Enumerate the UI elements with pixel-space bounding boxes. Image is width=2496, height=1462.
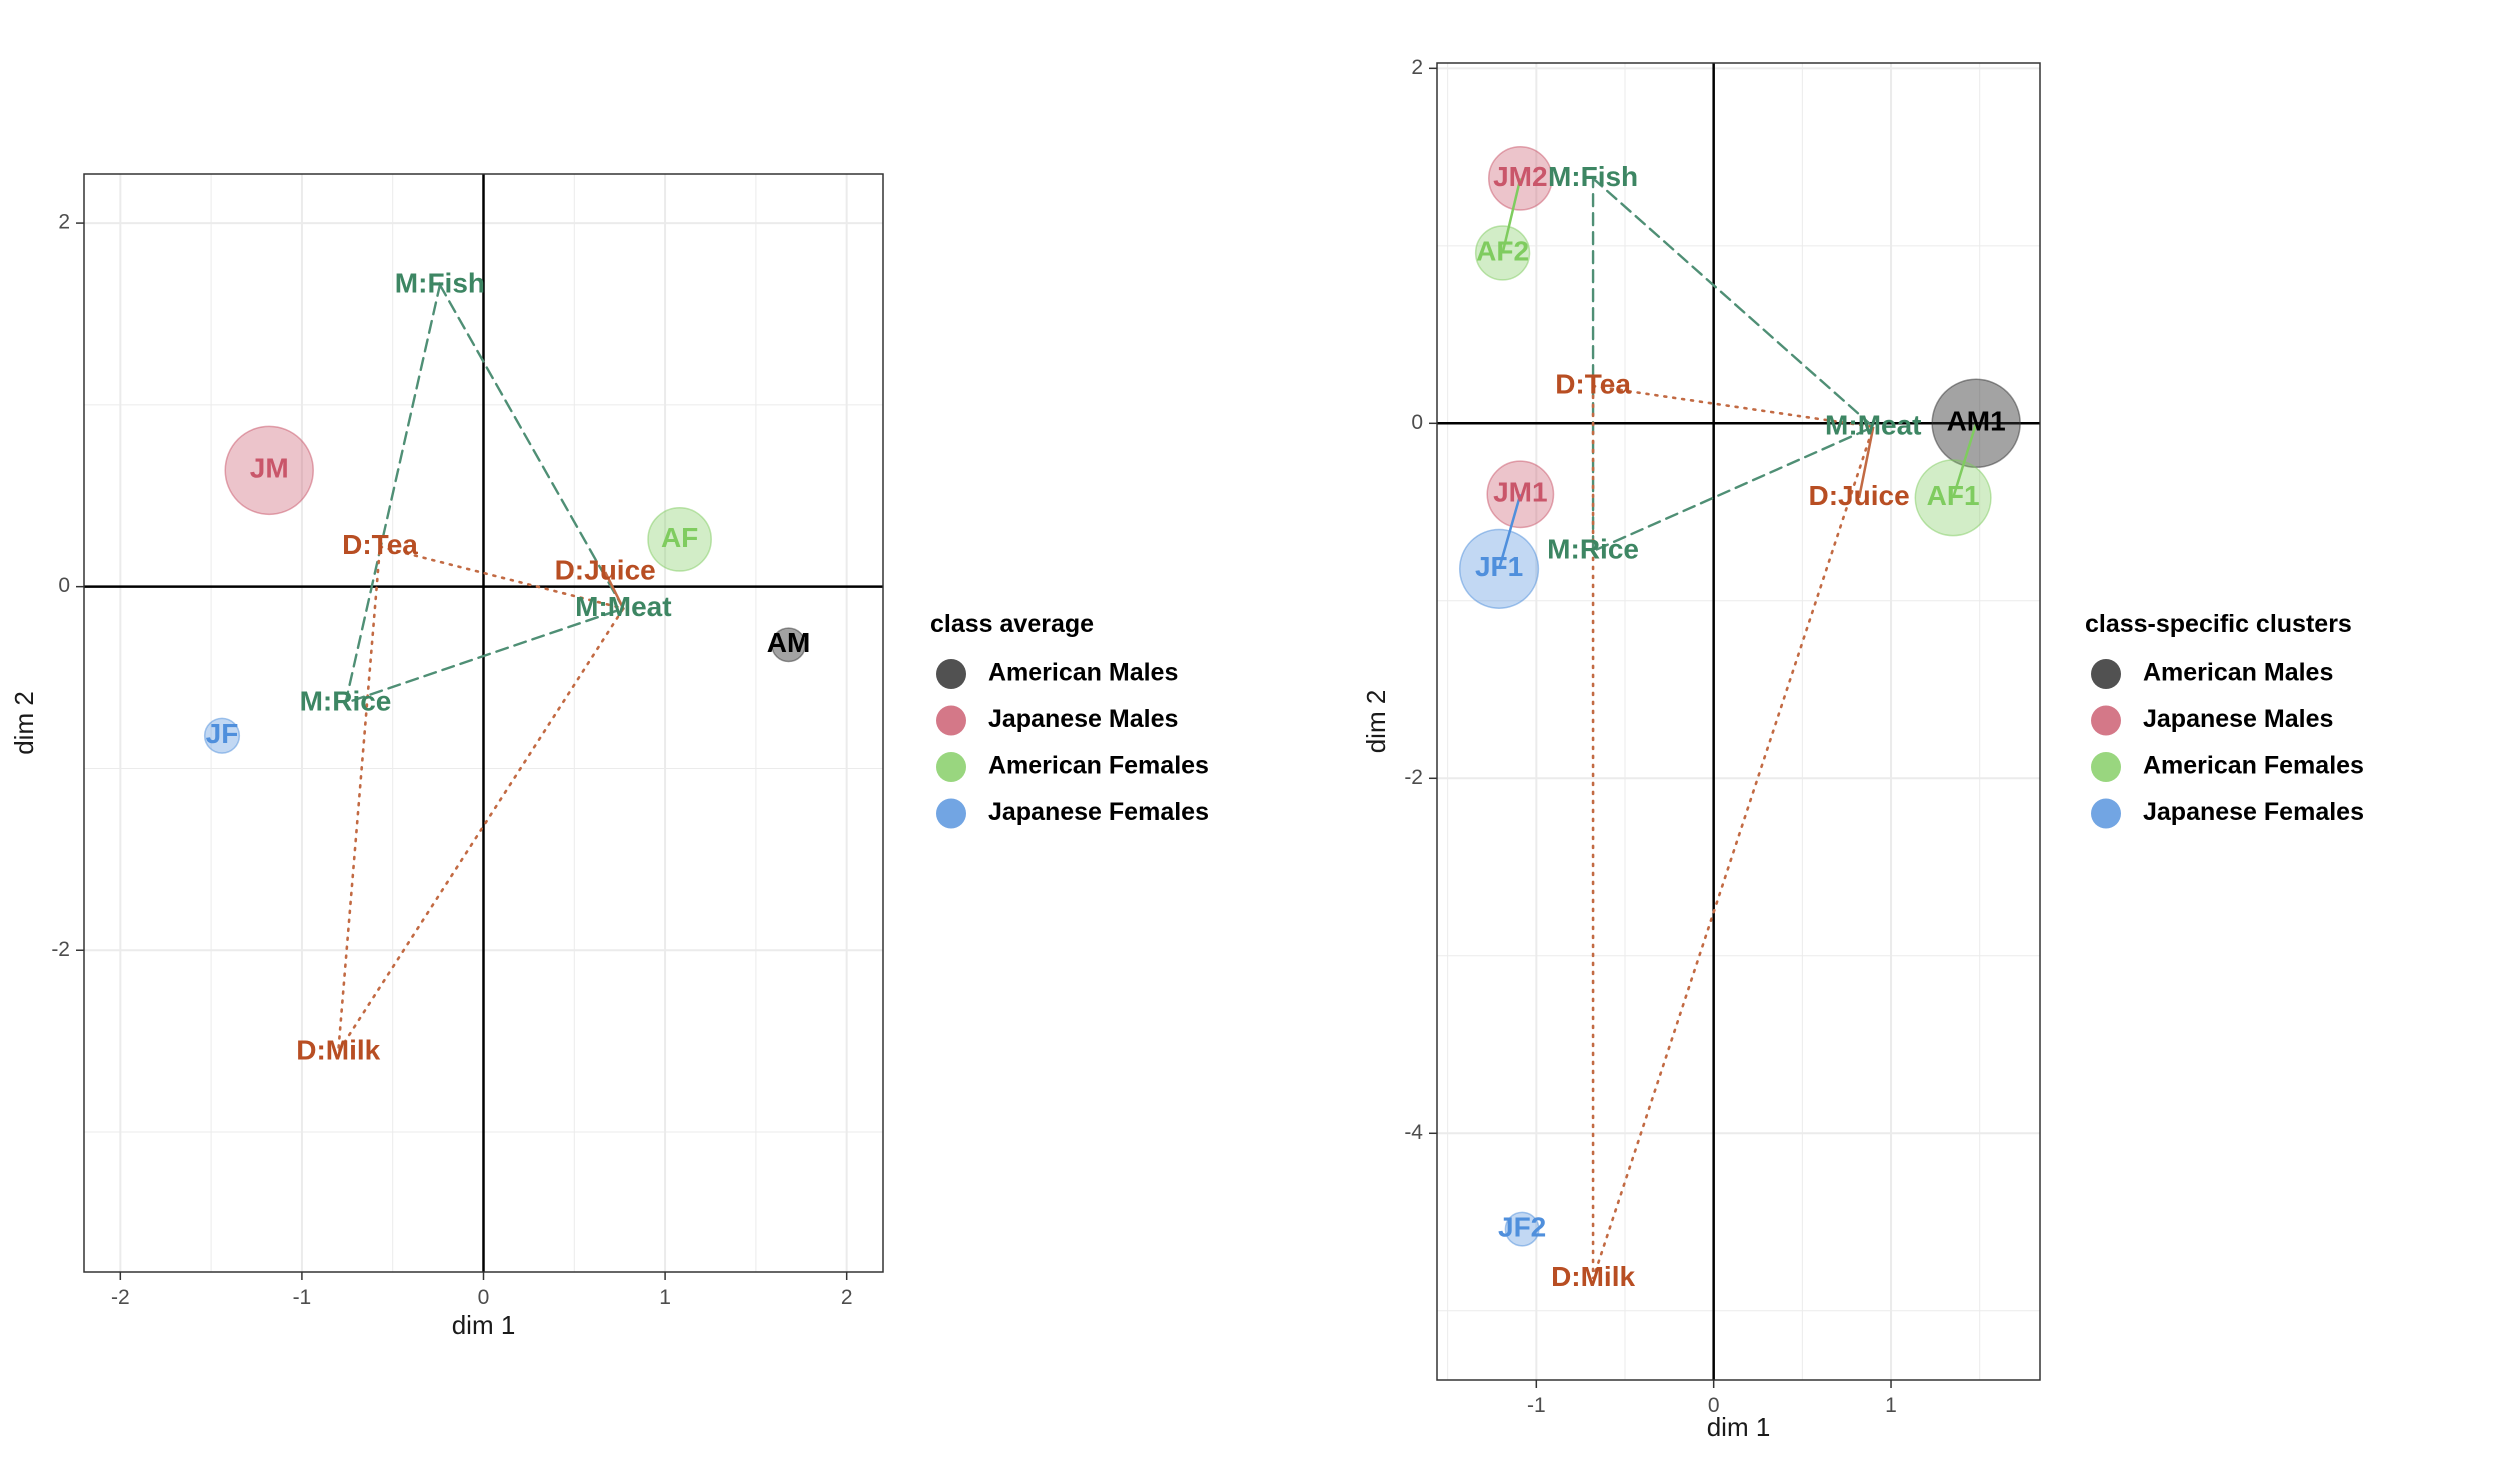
variable-label-d-milk: D:Milk [296, 1034, 380, 1065]
legend: class-specific clusters American Males Jap… [2085, 610, 2364, 829]
triangles [1591, 175, 1876, 1280]
x-tick-label: -2 [111, 1286, 130, 1309]
axes: -2 -1 0 1 2 -2 0 2 [51, 211, 852, 1309]
link-segment [604, 571, 625, 610]
y-tick-label: 0 [1411, 411, 1423, 434]
drink-triangle [1591, 384, 1876, 1280]
cluster-labels: AM JM AF JF [206, 453, 811, 749]
x-tick-label: 1 [1885, 1394, 1897, 1417]
plot-panel [1437, 63, 2040, 1380]
y-tick-label: -2 [1404, 766, 1423, 789]
variable-labels: M:Fish M:Meat M:Rice D:Tea D:Juice D:Milk [1547, 161, 1921, 1292]
legend-label-american-males: American Males [2143, 659, 2333, 687]
legend-label-japanese-females: Japanese Females [2143, 798, 2364, 826]
cluster-label-af2: AF2 [1476, 235, 1529, 266]
cluster-label-af1: AF1 [1927, 480, 1980, 511]
legend-swatch-japanese-females [936, 798, 966, 829]
legend-label-american-females: American Females [2143, 752, 2364, 780]
x-tick-label: -1 [1527, 1394, 1546, 1417]
cluster-label-af: AF [661, 522, 698, 553]
link-segment [1857, 426, 1875, 499]
meal-triangle [343, 281, 626, 705]
cluster-link-jm1-jf1 [1497, 493, 1522, 570]
y-tick-label: 2 [1411, 56, 1423, 79]
cluster-label-jf: JF [206, 718, 239, 749]
y-axis-title: dim 2 [1361, 690, 1391, 754]
x-tick-label: 0 [478, 1286, 490, 1309]
triangles [336, 281, 626, 1053]
axes: -1 0 1 -4 -2 0 2 [1404, 56, 1897, 1417]
variable-label-d-tea: D:Tea [342, 529, 418, 560]
drink-triangle [336, 545, 626, 1053]
legend-label-japanese-males: Japanese Males [988, 705, 1178, 733]
legend: class average American Males Japanese Male… [930, 610, 1209, 829]
variable-label-m-meat: M:Meat [1825, 409, 1921, 440]
variable-label-m-fish: M:Fish [395, 267, 485, 298]
cluster-label-jf2: JF2 [1498, 1212, 1546, 1243]
variable-label-d-milk: D:Milk [1551, 1261, 1635, 1292]
cluster-point-am [771, 627, 807, 663]
cluster-link-am1-af1 [1951, 422, 1978, 499]
cluster-point-jf [203, 717, 241, 754]
legend-swatch-japanese-males [936, 705, 966, 736]
legend-swatch-japanese-females [2091, 798, 2121, 829]
legend-title: class average [930, 610, 1094, 638]
legend-label-japanese-females: Japanese Females [988, 798, 1209, 826]
x-axis-title: dim 1 [1707, 1412, 1771, 1442]
legend-swatch-american-males [936, 659, 966, 689]
variable-label-d-tea: D:Tea [1555, 368, 1631, 399]
variable-label-d-juice: D:Juice [555, 555, 656, 586]
y-tick-label: -4 [1404, 1121, 1423, 1144]
x-tick-label: -1 [293, 1286, 312, 1309]
chart-class-average: M:Fish M:Meat M:Rice D:Tea D:Juice D:Milk AM JM… [9, 173, 1209, 1340]
cluster-point-af [647, 507, 712, 572]
cluster-label-am: AM [767, 627, 811, 658]
variable-label-d-juice: D:Juice [1809, 480, 1910, 511]
variable-label-m-fish: M:Fish [1548, 161, 1638, 192]
y-tick-label: 2 [58, 211, 70, 234]
legend-label-japanese-males: Japanese Males [2143, 705, 2333, 733]
cluster-point-jf2 [1504, 1211, 1540, 1247]
x-tick-label: 1 [659, 1286, 671, 1309]
y-tick-label: -2 [51, 938, 70, 961]
x-axis-title: dim 1 [452, 1310, 516, 1340]
cluster-label-am1: AM1 [1947, 406, 2006, 437]
legend-swatch-american-females [2091, 752, 2121, 782]
cluster-point-jm [224, 425, 314, 516]
legend-swatch-japanese-males [2091, 705, 2121, 736]
variable-label-m-rice: M:Rice [300, 685, 392, 716]
panel-border [1436, 62, 2041, 1381]
cluster-labels: AM1 JM2 AF2 JM1 JF1 AF1 JF2 [1475, 161, 2006, 1243]
clusters [203, 425, 807, 754]
x-tick-label: 2 [841, 1286, 853, 1309]
x-tick-label: 0 [1708, 1394, 1720, 1417]
legend-title: class-specific clusters [2085, 610, 2352, 638]
legend-label-american-males: American Males [988, 659, 1178, 687]
cluster-label-jf1: JF1 [1475, 551, 1523, 582]
cluster-link-jm2-af2 [1501, 178, 1522, 254]
variable-labels: M:Fish M:Meat M:Rice D:Tea D:Juice D:Milk [296, 267, 671, 1065]
legend-label-american-females: American Females [988, 752, 1209, 780]
legend-swatch-american-females [936, 752, 966, 782]
cluster-label-jm: JM [250, 453, 289, 484]
chart-class-specific-clusters: M:Fish M:Meat M:Rice D:Tea D:Juice D:Milk AM1 J… [1361, 56, 2364, 1442]
y-axis-title: dim 2 [9, 691, 39, 755]
cluster-label-jm2: JM2 [1493, 161, 1547, 192]
legend-swatch-american-males [2091, 659, 2121, 689]
meal-triangle [1591, 175, 1876, 553]
variable-label-m-meat: M:Meat [575, 591, 671, 622]
y-tick-label: 0 [58, 574, 70, 597]
cluster-label-jm1: JM1 [1493, 477, 1547, 508]
variable-label-m-rice: M:Rice [1547, 533, 1639, 564]
